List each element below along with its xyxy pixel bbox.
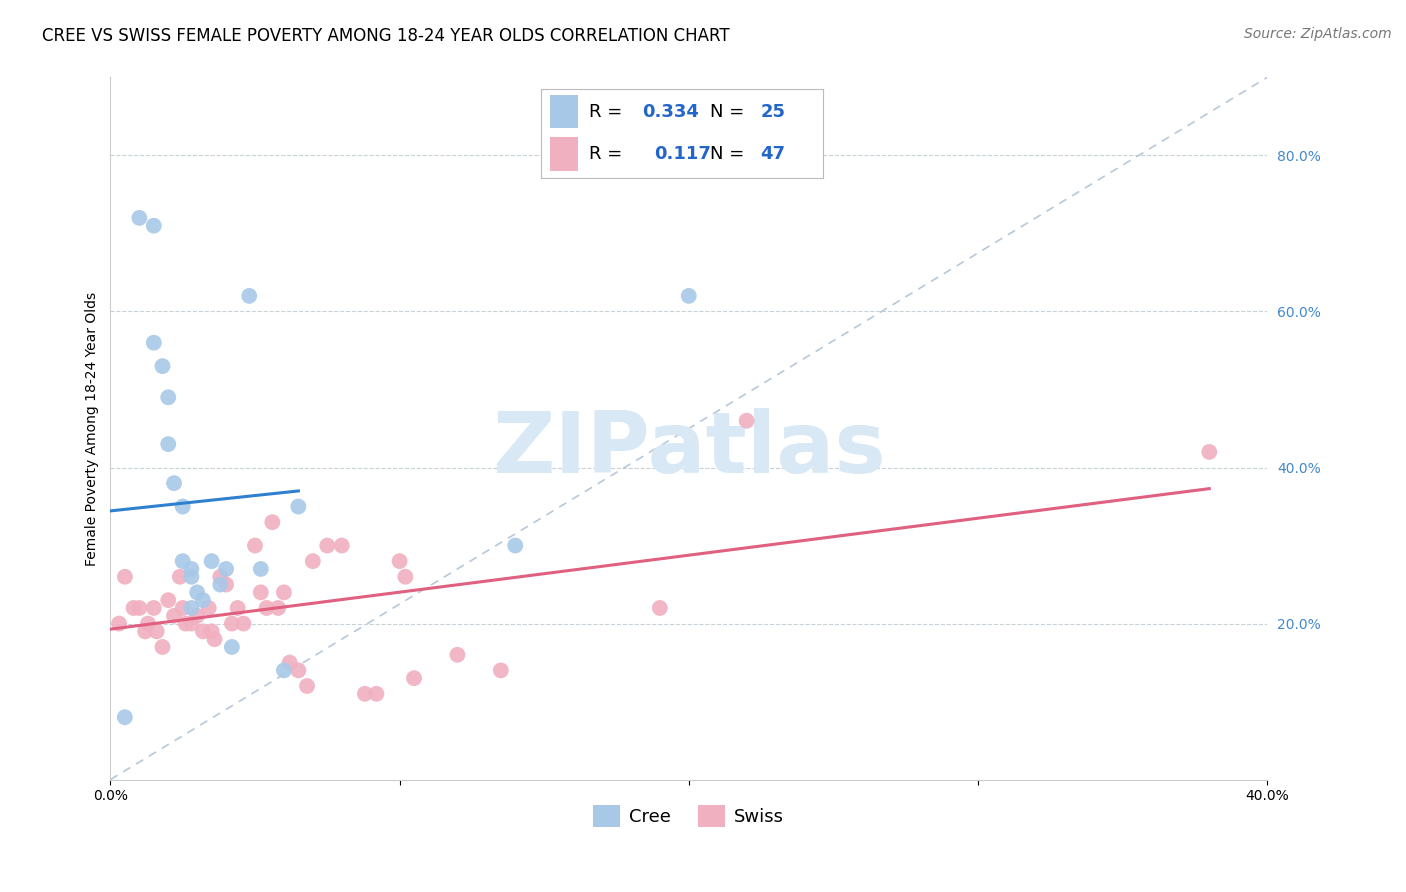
Point [278, 656, 301, 670]
Point [215, 562, 238, 576]
Point [262, 515, 284, 529]
Point [287, 664, 309, 678]
Point [267, 601, 290, 615]
Point [142, 219, 165, 233]
Point [256, 601, 278, 615]
Point [209, 577, 232, 591]
Point [145, 624, 167, 639]
Point [287, 500, 309, 514]
Point [226, 601, 249, 615]
Point [446, 648, 468, 662]
Point [249, 562, 271, 576]
Point [394, 570, 416, 584]
Point [114, 710, 136, 724]
Point [180, 601, 202, 615]
Point [186, 608, 208, 623]
Point [172, 601, 194, 615]
Point [108, 616, 131, 631]
Point [388, 554, 411, 568]
Text: N =: N = [710, 103, 749, 121]
Point [402, 671, 425, 685]
Text: 0.334: 0.334 [643, 103, 699, 121]
Point [221, 616, 243, 631]
Point [180, 562, 202, 576]
Point [128, 601, 150, 615]
Legend: Cree, Swiss: Cree, Swiss [586, 797, 792, 834]
Point [122, 601, 145, 615]
Point [678, 289, 700, 303]
Point [134, 624, 156, 639]
Point [295, 679, 318, 693]
Text: N =: N = [710, 145, 749, 163]
FancyBboxPatch shape [550, 95, 578, 128]
Point [232, 616, 254, 631]
Point [180, 616, 202, 631]
Point [273, 664, 295, 678]
Point [301, 554, 323, 568]
Point [316, 539, 339, 553]
Point [273, 585, 295, 599]
Point [128, 211, 150, 225]
Point [191, 624, 214, 639]
Point [114, 570, 136, 584]
Point [172, 500, 194, 514]
Point [142, 335, 165, 350]
Text: R =: R = [589, 103, 628, 121]
Point [366, 687, 388, 701]
Point [172, 554, 194, 568]
Point [1198, 445, 1220, 459]
Point [215, 577, 238, 591]
Point [209, 570, 232, 584]
Point [330, 539, 353, 553]
Point [157, 593, 180, 607]
Point [169, 570, 191, 584]
Point [201, 624, 224, 639]
Point [249, 585, 271, 599]
Point [221, 640, 243, 654]
Point [243, 539, 266, 553]
Point [163, 608, 186, 623]
Point [197, 601, 219, 615]
Text: 0.117: 0.117 [654, 145, 710, 163]
Point [136, 616, 159, 631]
Point [648, 601, 671, 615]
Y-axis label: Female Poverty Among 18-24 Year Olds: Female Poverty Among 18-24 Year Olds [86, 292, 100, 566]
Point [174, 616, 197, 631]
Point [191, 593, 214, 607]
Point [201, 554, 224, 568]
Text: 25: 25 [761, 103, 786, 121]
Text: ZIPatlas: ZIPatlas [492, 409, 886, 491]
Text: R =: R = [589, 145, 634, 163]
Text: CREE VS SWISS FEMALE POVERTY AMONG 18-24 YEAR OLDS CORRELATION CHART: CREE VS SWISS FEMALE POVERTY AMONG 18-24… [42, 27, 730, 45]
Point [180, 570, 202, 584]
Point [157, 437, 180, 451]
Point [204, 632, 226, 647]
Point [503, 539, 526, 553]
Text: Source: ZipAtlas.com: Source: ZipAtlas.com [1244, 27, 1392, 41]
Point [354, 687, 377, 701]
Text: 47: 47 [761, 145, 786, 163]
Point [735, 414, 758, 428]
Point [157, 390, 180, 404]
Point [142, 601, 165, 615]
Point [152, 640, 174, 654]
Point [489, 664, 512, 678]
Point [238, 289, 260, 303]
Point [152, 359, 174, 373]
Point [186, 585, 208, 599]
FancyBboxPatch shape [550, 137, 578, 171]
Point [163, 476, 186, 491]
